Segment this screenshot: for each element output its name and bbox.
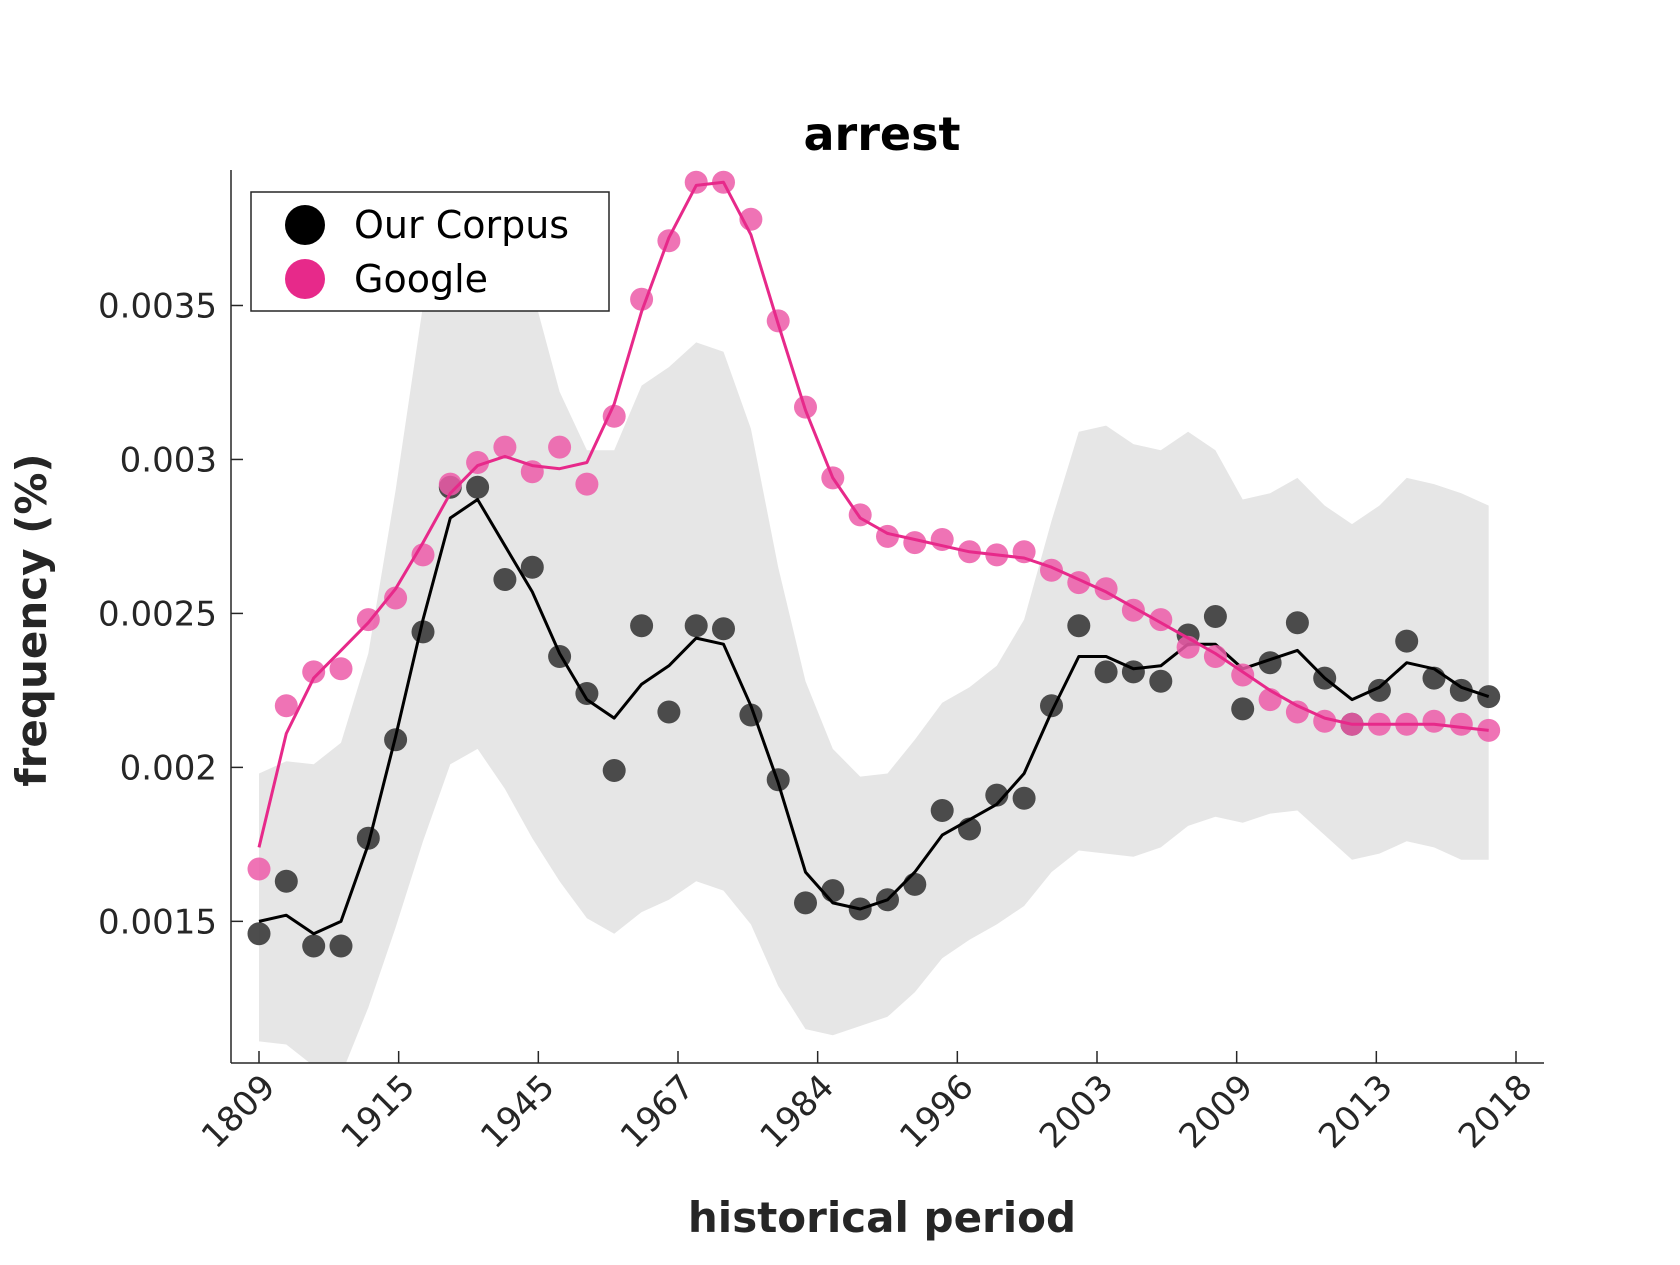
legend-marker-our-corpus <box>285 205 325 245</box>
data-point-our-corpus <box>903 873 926 896</box>
legend-marker-google <box>285 259 325 299</box>
data-point-our-corpus <box>1095 660 1118 683</box>
data-point-google <box>1286 701 1309 724</box>
data-point-our-corpus <box>521 556 544 579</box>
data-point-google <box>548 436 571 459</box>
chart-title: arrest <box>804 107 961 161</box>
data-point-our-corpus <box>493 568 516 591</box>
data-point-our-corpus <box>630 614 653 637</box>
data-point-google <box>575 473 598 496</box>
data-point-our-corpus <box>794 891 817 914</box>
y-tick-label: 0.003 <box>120 440 217 480</box>
y-axis-label: frequency (%) <box>7 453 56 786</box>
data-point-our-corpus <box>821 879 844 902</box>
y-tick-label: 0.0035 <box>98 286 217 326</box>
data-point-google <box>330 657 353 680</box>
legend-label-google: Google <box>354 257 488 301</box>
data-point-our-corpus <box>712 617 735 640</box>
data-point-our-corpus <box>248 922 271 945</box>
legend-label-our-corpus: Our Corpus <box>354 203 569 247</box>
data-point-our-corpus <box>603 759 626 782</box>
legend: Our Corpus Google <box>251 192 609 311</box>
data-point-google <box>685 171 708 194</box>
data-point-our-corpus <box>1067 614 1090 637</box>
data-point-our-corpus <box>1013 787 1036 810</box>
data-point-our-corpus <box>1149 670 1172 693</box>
y-tick-label: 0.002 <box>120 748 217 788</box>
data-point-our-corpus <box>302 935 325 958</box>
data-point-our-corpus <box>275 870 298 893</box>
x-axis-label: historical period <box>688 1193 1076 1242</box>
data-point-google <box>1423 710 1446 733</box>
data-point-our-corpus <box>1204 605 1227 628</box>
y-tick-label: 0.0015 <box>98 902 217 942</box>
data-point-our-corpus <box>685 614 708 637</box>
data-point-our-corpus <box>330 935 353 958</box>
data-point-google <box>1450 713 1473 736</box>
data-point-our-corpus <box>657 701 680 724</box>
data-point-our-corpus <box>931 799 954 822</box>
data-point-our-corpus <box>1231 697 1254 720</box>
data-point-google <box>248 858 271 881</box>
data-point-our-corpus <box>466 476 489 499</box>
y-tick-label: 0.0025 <box>98 594 217 634</box>
data-point-our-corpus <box>1395 630 1418 653</box>
data-point-our-corpus <box>1286 611 1309 634</box>
